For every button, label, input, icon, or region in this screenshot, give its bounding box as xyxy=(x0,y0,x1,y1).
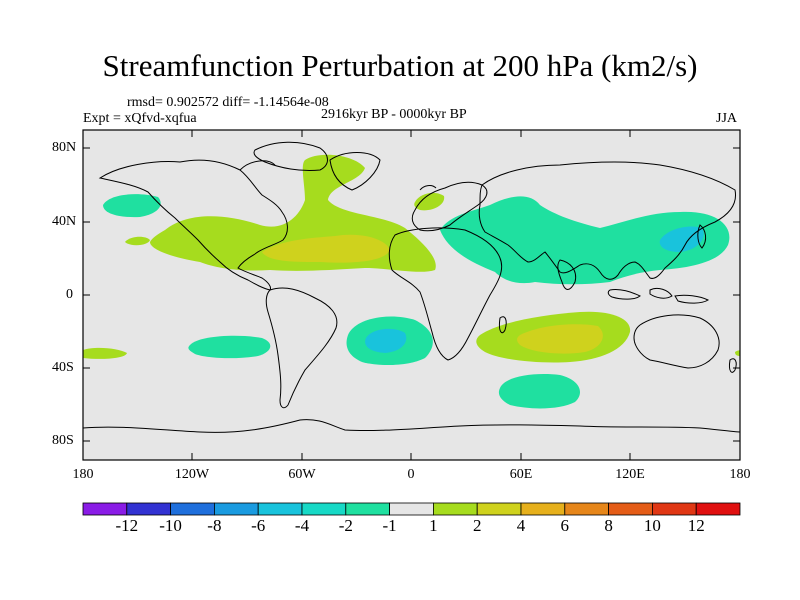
y-axis-ticks xyxy=(83,147,740,442)
colorbar-swatch xyxy=(170,502,215,516)
coastlines xyxy=(83,141,740,433)
y-label-0: 0 xyxy=(66,287,73,302)
colorbar-label: 8 xyxy=(604,516,613,535)
contour-positive-sw-pacific-left xyxy=(83,347,127,359)
stats-text: rmsd= 0.902572 diff= -1.14564e-08 xyxy=(127,95,329,110)
colorbar-swatch xyxy=(608,502,653,516)
colorbar-label: 12 xyxy=(687,516,705,535)
colorbar xyxy=(82,502,741,516)
x-label-120e: 120E xyxy=(615,467,645,482)
colorbar-swatch xyxy=(652,502,697,516)
colorbar-swatch xyxy=(126,502,172,516)
y-label-40n: 40N xyxy=(52,214,77,229)
x-axis-ticks xyxy=(82,130,741,460)
colorbar-swatch xyxy=(476,502,522,516)
colorbar-label: -12 xyxy=(115,516,139,535)
colorbar-label: -8 xyxy=(207,516,222,535)
contour-negative-s-atlantic-core xyxy=(365,328,407,353)
colorbar-swatch xyxy=(389,502,434,516)
contour-positive-small-pacific xyxy=(125,236,150,246)
contour-fields xyxy=(83,141,740,433)
colorbar-label: -1 xyxy=(382,516,397,535)
colorbar-swatch xyxy=(520,502,566,516)
x-label-180w: 180 xyxy=(72,467,94,482)
y-label-40s: 40S xyxy=(52,360,74,375)
colorbar-label: 6 xyxy=(560,516,570,535)
colorbar-label: 1 xyxy=(429,516,438,535)
x-label-120w: 120W xyxy=(174,467,210,482)
x-label-180e: 180 xyxy=(729,467,751,482)
season-label: JJA xyxy=(716,111,738,126)
colorbar-swatch xyxy=(301,502,347,516)
x-label-60e: 60E xyxy=(509,467,533,482)
contour-positive-atlantic-core xyxy=(262,234,390,263)
contour-negative-ne-pacific xyxy=(103,194,161,218)
contour-negative-asia xyxy=(440,196,730,285)
contour-positive-europe xyxy=(414,192,445,211)
contour-negative-southern-ocean xyxy=(498,374,580,409)
colorbar-swatch xyxy=(82,502,128,516)
x-label-0: 0 xyxy=(407,467,415,482)
chart-title: Streamfunction Perturbation at 200 hPa (… xyxy=(102,48,698,83)
colorbar-label: -2 xyxy=(338,516,353,535)
experiment-label: Expt = xQfvd-xqfua xyxy=(83,111,197,126)
colorbar-label: 4 xyxy=(516,516,526,535)
colorbar-swatch xyxy=(257,502,303,516)
colorbar-label: -4 xyxy=(294,516,310,535)
contour-negative-se-pacific xyxy=(188,335,271,359)
colorbar-swatch xyxy=(564,502,609,516)
colorbar-swatch xyxy=(213,502,259,516)
colorbar-label: -10 xyxy=(159,516,182,535)
colorbar-label: -6 xyxy=(251,516,266,535)
period-label: 2916kyr BP - 0000kyr BP xyxy=(321,107,467,122)
colorbar-swatch xyxy=(345,502,390,516)
x-label-60w: 60W xyxy=(288,467,316,482)
map-background xyxy=(83,130,740,460)
y-label-80n: 80N xyxy=(52,140,77,155)
colorbar-label: 2 xyxy=(472,516,482,535)
contour-positive-s-indian-core xyxy=(517,324,603,354)
colorbar-swatch xyxy=(695,502,741,516)
y-label-80s: 80S xyxy=(52,433,74,448)
colorbar-swatch xyxy=(432,502,478,516)
contour-negative-asia-core xyxy=(659,226,704,252)
contour-positive-sw-pacific-right xyxy=(735,350,740,356)
colorbar-label: 10 xyxy=(643,516,661,535)
